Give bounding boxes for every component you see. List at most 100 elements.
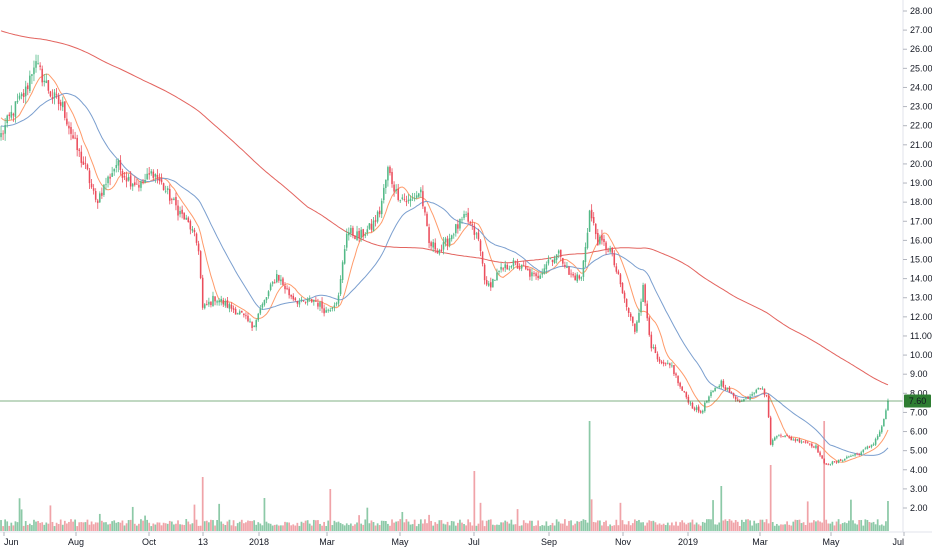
candle-body [35,61,37,68]
candle-body [767,395,770,418]
candle-body [837,459,840,463]
volume-bar [434,522,437,531]
candle-body [885,410,887,420]
candle-body [411,197,414,199]
candle-body [481,251,484,264]
volume-bar [2,526,4,531]
candle-body [590,209,593,219]
candle-body [206,304,208,305]
volume-bar [561,523,564,531]
candle-body [461,219,463,221]
volume-bar [370,520,373,531]
candle-body [716,387,718,389]
volume-bar [220,521,223,531]
volume-bar [821,522,823,531]
candle-body [878,431,881,437]
candle-body [345,233,348,248]
candle-body [691,402,694,409]
time-axis[interactable]: Jun Aug Oct 13 2018 Mar May Jul Sep Nov 2019 Mar May… [0,531,932,547]
volume-bar [152,523,155,531]
candle-body [208,301,210,305]
volume-bar [415,526,418,531]
volume-bar [631,523,634,531]
volume-bar [489,519,492,531]
candle-body [109,176,111,179]
candle-body [508,268,511,270]
candle-body [578,275,581,279]
candle-body [533,273,535,274]
candle-body [134,182,136,185]
volume-bar [113,520,116,531]
volume-bar [619,502,622,531]
candle-body [210,301,212,306]
candle-body [718,385,721,388]
volume-bar [699,525,702,531]
candle-body [327,309,330,311]
candle-body [471,224,474,226]
candle-body [432,242,434,248]
volume-bar [273,524,276,531]
candle-body [296,300,299,304]
candle-body [241,310,243,313]
candle-body [257,313,260,321]
volume-bar [107,524,109,531]
candle-body [841,460,844,462]
candle-body [74,137,76,139]
volume-bar [636,520,638,531]
candle-body [160,179,163,183]
candle-body [92,188,95,191]
volume-bar [424,519,426,531]
candle-body [769,417,772,445]
candle-body [498,270,500,272]
volume-bar [749,520,751,531]
volume-bar [671,522,673,531]
candle-body [220,298,223,302]
candle-body [774,437,776,441]
volume-bar [862,525,865,531]
candle-body [80,151,83,163]
volume-bar [535,525,537,531]
candle-body [529,269,531,277]
volume-bar [35,521,37,531]
candle-body [385,179,387,188]
candle-body [179,211,181,215]
candle-body [247,315,249,322]
candle-body [276,274,278,283]
candle-body [64,101,66,118]
volume-bar [773,525,776,531]
candle-body [348,232,350,236]
price-axis[interactable]: 28.00 27.00 26.00 25.00 24.00 23.00 22.00 21.00… [902,0,932,532]
candle-body [537,275,539,279]
volume-bar [755,523,758,531]
candle-body [68,125,70,129]
volume-bar [574,523,577,531]
candle-body [650,334,653,349]
candle-body [265,297,268,301]
candle-body [393,184,395,192]
volume-bar [551,522,554,531]
volume-bar [181,524,183,531]
volume-bar [352,525,354,531]
volume-bar [111,521,114,531]
volume-bar [144,515,146,531]
candle-body [308,298,311,300]
volume-bar [658,523,661,531]
candle-body [553,258,556,264]
candle-body [872,444,875,446]
candle-body [611,247,613,253]
volume-bar [208,522,210,531]
candle-body [101,192,103,196]
candle-body [428,227,430,243]
volume-bar [366,507,369,531]
volume-bar [724,519,727,531]
volume-bar [708,519,710,531]
candle-body [434,242,437,250]
candle-body [819,452,821,456]
candle-body [422,191,424,207]
candle-body [601,235,603,241]
candle-body [681,386,683,391]
volume-bar [319,523,321,531]
candle-body [794,439,797,441]
volume-bar [596,520,599,531]
